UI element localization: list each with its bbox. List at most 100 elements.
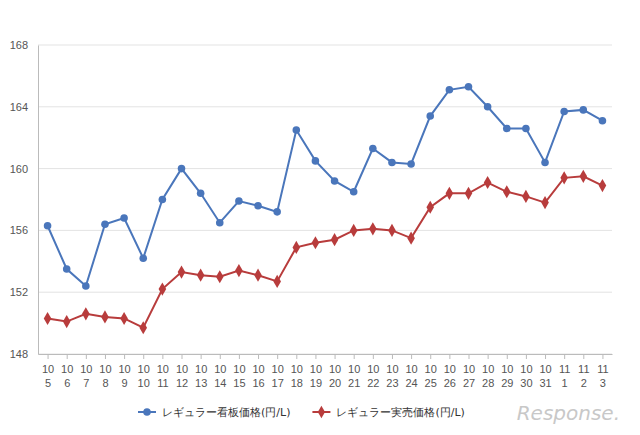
series-marker	[599, 179, 607, 192]
series-marker	[331, 233, 339, 246]
series-marker	[197, 269, 205, 282]
x-tick: 1026	[444, 354, 456, 389]
series-marker	[44, 222, 52, 230]
x-tick-label: 1030	[520, 363, 532, 389]
series-marker	[139, 321, 147, 334]
x-tick-label: 1029	[501, 363, 513, 389]
y-tick-label: 152	[10, 286, 28, 298]
x-tick: 1017	[272, 354, 284, 389]
series-marker	[120, 312, 128, 325]
x-tick-mark	[143, 354, 144, 359]
x-tick-mark	[411, 354, 412, 359]
legend-item: レギュラー看板価格(円/L)	[138, 406, 290, 419]
series-marker	[350, 188, 358, 196]
series-marker	[101, 220, 109, 228]
x-tick: 1023	[386, 354, 398, 389]
x-tick-label: 106	[61, 363, 73, 389]
series-marker	[178, 266, 186, 279]
x-tick: 1031	[539, 354, 551, 389]
series-marker	[369, 145, 377, 153]
x-tick-mark	[430, 354, 431, 359]
series-marker	[44, 312, 52, 325]
x-tick-mark	[86, 354, 87, 359]
series-marker	[560, 108, 568, 116]
x-tick: 1011	[157, 354, 169, 389]
x-tick-mark	[315, 354, 316, 359]
y-tick: 168	[10, 39, 38, 51]
x-tick-label: 112	[578, 363, 589, 389]
x-tick-mark	[392, 354, 393, 359]
series-marker	[159, 196, 167, 204]
x-tick: 1015	[233, 354, 245, 389]
x-tick-mark	[105, 354, 106, 359]
x-tick: 1019	[310, 354, 322, 389]
x-tick-label: 1028	[482, 363, 494, 389]
series-marker	[446, 187, 454, 200]
series-marker	[273, 275, 281, 288]
x-tick-label: 1020	[329, 363, 341, 389]
x-tick-mark	[373, 354, 374, 359]
x-tick-label: 1021	[348, 363, 360, 389]
series-marker	[599, 117, 607, 125]
x-tick: 106	[61, 354, 73, 389]
x-tick: 1021	[348, 354, 360, 389]
series-marker	[101, 310, 109, 323]
series-marker	[426, 201, 434, 214]
series-marker	[580, 170, 588, 183]
y-tick: 156	[10, 224, 38, 236]
series-line	[48, 87, 603, 286]
series-marker	[273, 208, 281, 216]
y-axis-line	[38, 46, 39, 355]
series-marker	[484, 103, 492, 111]
x-tick: 1013	[195, 354, 207, 389]
watermark: Response.	[517, 401, 620, 425]
series-marker	[216, 270, 224, 283]
series-marker	[82, 307, 90, 320]
x-tick-label: 108	[99, 363, 111, 389]
x-tick-mark	[449, 354, 450, 359]
x-tick-mark	[48, 354, 49, 359]
grid	[38, 45, 612, 354]
x-tick-mark	[258, 354, 259, 359]
y-axis: 148152156160164168	[10, 39, 39, 360]
series-marker	[503, 185, 511, 198]
series-marker	[369, 222, 377, 235]
x-tick-label: 1011	[157, 363, 169, 389]
y-tick-label: 164	[10, 101, 28, 113]
x-tick-mark	[182, 354, 183, 359]
series-marker	[293, 241, 301, 254]
series-marker	[388, 159, 396, 167]
x-tick-label: 105	[42, 363, 54, 389]
x-tick-label: 111	[559, 363, 570, 389]
x-tick-mark	[602, 354, 603, 359]
grid-line	[38, 45, 612, 46]
y-tick-label: 168	[10, 39, 28, 51]
legend-item: レギュラー実売価格(円/L)	[312, 406, 464, 419]
y-tick-label: 148	[10, 348, 28, 360]
legend-marker	[318, 406, 325, 418]
series-marker	[388, 224, 396, 237]
series-marker	[293, 126, 301, 134]
x-tick: 1012	[176, 354, 188, 389]
x-tick: 1028	[482, 354, 494, 389]
series-marker	[560, 171, 568, 184]
x-tick-mark	[162, 354, 163, 359]
x-tick-mark	[335, 354, 336, 359]
x-tick: 113	[597, 354, 608, 389]
x-tick-mark	[67, 354, 68, 359]
x-tick: 108	[99, 354, 111, 389]
series-marker	[312, 157, 320, 165]
grid-line	[38, 168, 612, 169]
x-axis: 1051061071081091010101110121013101410151…	[39, 354, 613, 389]
x-tick: 1020	[329, 354, 341, 389]
series-marker	[350, 224, 358, 237]
y-tick: 164	[10, 101, 38, 113]
x-tick-label: 1024	[405, 363, 417, 389]
x-tick: 1029	[501, 354, 513, 389]
x-tick: 1025	[425, 354, 437, 389]
series-marker	[235, 264, 243, 277]
x-tick: 107	[80, 354, 92, 389]
x-tick: 1022	[367, 354, 379, 389]
x-tick-mark	[526, 354, 527, 359]
x-tick-label: 1025	[425, 363, 437, 389]
